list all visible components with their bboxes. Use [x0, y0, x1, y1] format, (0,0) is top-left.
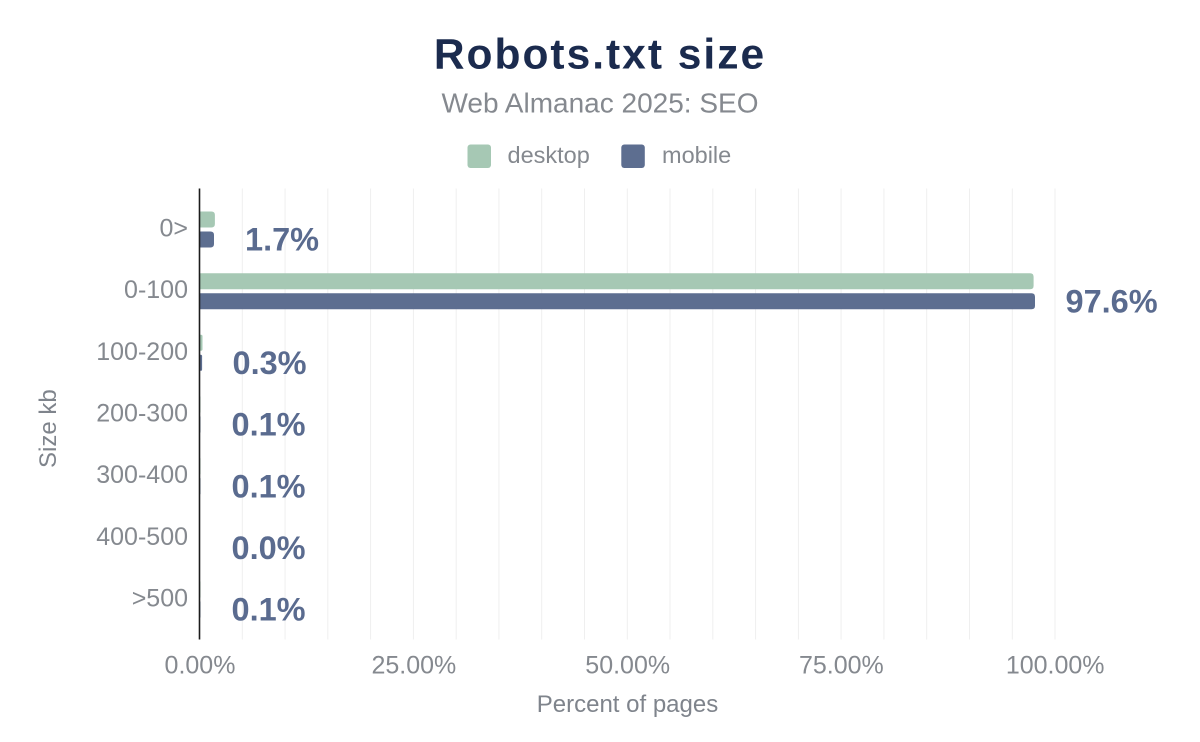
svg-text:Web Almanac 2025: SEO: Web Almanac 2025: SEO [442, 88, 759, 119]
svg-text:0.00%: 0.00% [165, 652, 236, 680]
svg-text:400-500: 400-500 [96, 523, 188, 551]
svg-text:>500: >500 [132, 585, 188, 613]
svg-text:0-100: 0-100 [124, 276, 188, 304]
svg-text:0.0%: 0.0% [232, 530, 306, 566]
svg-text:Size kb: Size kb [35, 389, 62, 468]
svg-text:100-200: 100-200 [96, 338, 188, 366]
svg-text:Percent of pages: Percent of pages [537, 691, 718, 718]
svg-text:0>: 0> [159, 215, 188, 243]
svg-text:0.1%: 0.1% [232, 468, 306, 504]
svg-text:97.6%: 97.6% [1066, 283, 1158, 319]
svg-text:0.3%: 0.3% [233, 345, 307, 381]
svg-text:0.1%: 0.1% [232, 407, 306, 443]
svg-text:desktop: desktop [508, 142, 590, 168]
svg-text:mobile: mobile [662, 142, 731, 168]
svg-text:50.00%: 50.00% [585, 652, 670, 680]
svg-text:Robots.txt size: Robots.txt size [434, 32, 766, 79]
svg-text:100.00%: 100.00% [1006, 652, 1105, 680]
svg-text:1.7%: 1.7% [245, 222, 319, 258]
svg-text:25.00%: 25.00% [372, 652, 457, 680]
svg-text:200-300: 200-300 [96, 400, 188, 428]
svg-text:0.1%: 0.1% [232, 592, 306, 628]
svg-text:75.00%: 75.00% [799, 652, 884, 680]
svg-text:300-400: 300-400 [96, 461, 188, 489]
